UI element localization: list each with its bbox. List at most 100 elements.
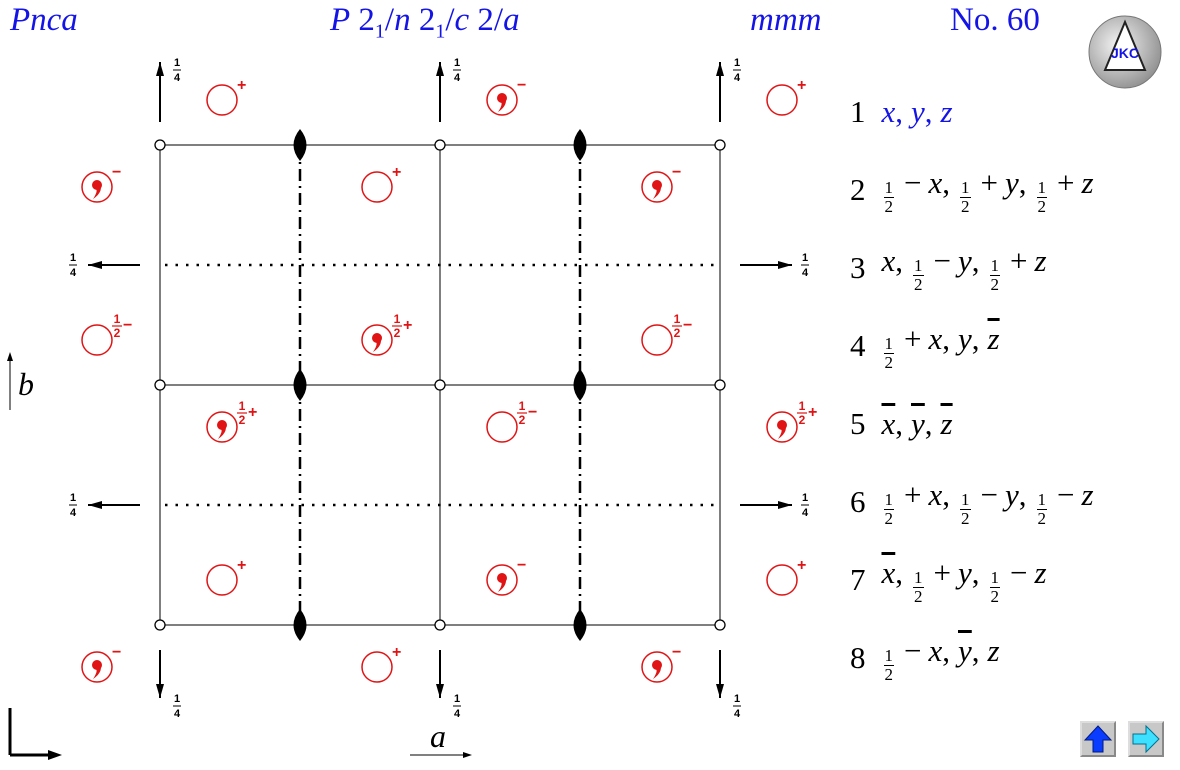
position-number: 8 xyxy=(850,640,866,675)
arrow-head xyxy=(88,501,102,509)
variable: z xyxy=(1034,554,1047,590)
separator: , xyxy=(942,320,950,356)
screw-axis xyxy=(573,369,587,401)
height-num: 1 xyxy=(239,399,246,413)
numerator: 1 xyxy=(883,177,894,198)
position-row: 5 x, y, z xyxy=(850,404,953,444)
position-circle xyxy=(361,171,393,203)
height-sign: + xyxy=(797,77,806,94)
position-circle xyxy=(206,564,238,596)
height-sign: + xyxy=(392,164,401,181)
arrow-head xyxy=(716,684,724,698)
denominator: 2 xyxy=(961,508,970,528)
screw-axis xyxy=(293,369,307,401)
arrow-head xyxy=(463,752,472,758)
position-circle xyxy=(766,84,798,116)
coordinates: x, 1 2 + y, 1 2− z xyxy=(882,555,1047,606)
comma-tail xyxy=(93,661,101,679)
height-sign: − xyxy=(123,317,132,334)
fraction-num: 1 xyxy=(174,693,180,705)
separator: , xyxy=(924,406,933,441)
coordinates: x, y, z xyxy=(882,94,953,130)
fraction-den: 4 xyxy=(454,708,461,720)
denominator: 2 xyxy=(914,274,923,294)
variable: x xyxy=(928,320,943,356)
fraction-den: 4 xyxy=(802,507,809,519)
position-row: 7 x, 1 2 + y, 1 2− z xyxy=(850,555,1047,605)
position-row: 3 x, 1 2− y, 1 2 + z xyxy=(850,243,1047,293)
comma-tail xyxy=(93,181,101,199)
height-sign: + xyxy=(797,557,806,574)
inversion-center xyxy=(434,619,446,631)
operator: − xyxy=(1057,476,1075,512)
separator: , xyxy=(942,632,950,668)
position-number: 7 xyxy=(850,562,866,597)
variable-bar: x xyxy=(881,554,896,590)
operator: − xyxy=(1010,554,1028,590)
fraction-den: 4 xyxy=(734,708,741,720)
symbol-part: P xyxy=(330,2,351,38)
up-button[interactable] xyxy=(1080,721,1116,757)
height-den: 2 xyxy=(239,413,246,427)
position-number: 6 xyxy=(850,484,866,519)
comma-tail xyxy=(498,94,506,112)
position-row: 8 1 2− x, y, z xyxy=(850,633,1000,683)
denominator: 2 xyxy=(884,196,894,216)
comma-tail xyxy=(653,181,661,199)
operator: + xyxy=(904,476,922,512)
screw-axis xyxy=(293,129,307,161)
arrow-head xyxy=(436,684,444,698)
coordinates: 1 2− x, 1 2 + y, 1 2 + z xyxy=(882,165,1094,216)
position-row: 4 1 2 + x, y, z xyxy=(850,321,1000,371)
height-sign: + xyxy=(403,317,412,334)
numerator: 1 xyxy=(883,645,894,666)
height-den: 2 xyxy=(799,413,806,427)
variable-bar: x xyxy=(881,406,896,441)
variable: x xyxy=(881,242,896,278)
operator: + xyxy=(980,164,998,200)
height-sign: − xyxy=(528,404,537,421)
position-circle xyxy=(486,411,518,443)
arrow-head xyxy=(436,62,444,76)
denominator: 2 xyxy=(990,586,1000,606)
symbol-part: 1 xyxy=(374,20,385,43)
inversion-center xyxy=(154,619,166,631)
separator: , xyxy=(942,476,950,512)
fraction-den: 4 xyxy=(454,72,461,84)
logo-text: JKC xyxy=(1111,45,1139,61)
comma-tail xyxy=(653,661,661,679)
next-button[interactable] xyxy=(1128,721,1164,757)
variable: x xyxy=(928,476,943,512)
symbol-part: 2/ xyxy=(469,2,504,38)
symbol-part: c xyxy=(454,2,470,38)
height-den: 2 xyxy=(674,326,681,340)
variable: y xyxy=(1004,476,1019,512)
coordinates: x, y, z xyxy=(882,406,953,442)
operator: + xyxy=(1057,164,1075,200)
up-icon xyxy=(1083,725,1113,753)
inversion-center xyxy=(154,379,166,391)
numerator: 1 xyxy=(989,567,1001,588)
position-number: 1 xyxy=(850,94,866,129)
logo: JKC xyxy=(1088,15,1162,89)
coordinates: 1 2− x, y, z xyxy=(882,633,1000,684)
numerator: 1 xyxy=(883,333,894,354)
operator: − xyxy=(904,164,922,200)
position-number: 3 xyxy=(850,250,866,285)
arrow-head xyxy=(716,62,724,76)
numerator: 1 xyxy=(913,567,924,588)
arrow-head xyxy=(156,684,164,698)
variable: y xyxy=(911,94,925,129)
full-symbol: P 21/n 21/c 2/a xyxy=(330,2,520,44)
separator: , xyxy=(1018,164,1027,200)
operator: + xyxy=(933,554,951,590)
height-sign: + xyxy=(248,404,257,421)
position-circle xyxy=(81,324,113,356)
separator: , xyxy=(971,632,980,668)
height-den: 2 xyxy=(114,326,121,340)
comma-tail xyxy=(498,574,506,592)
